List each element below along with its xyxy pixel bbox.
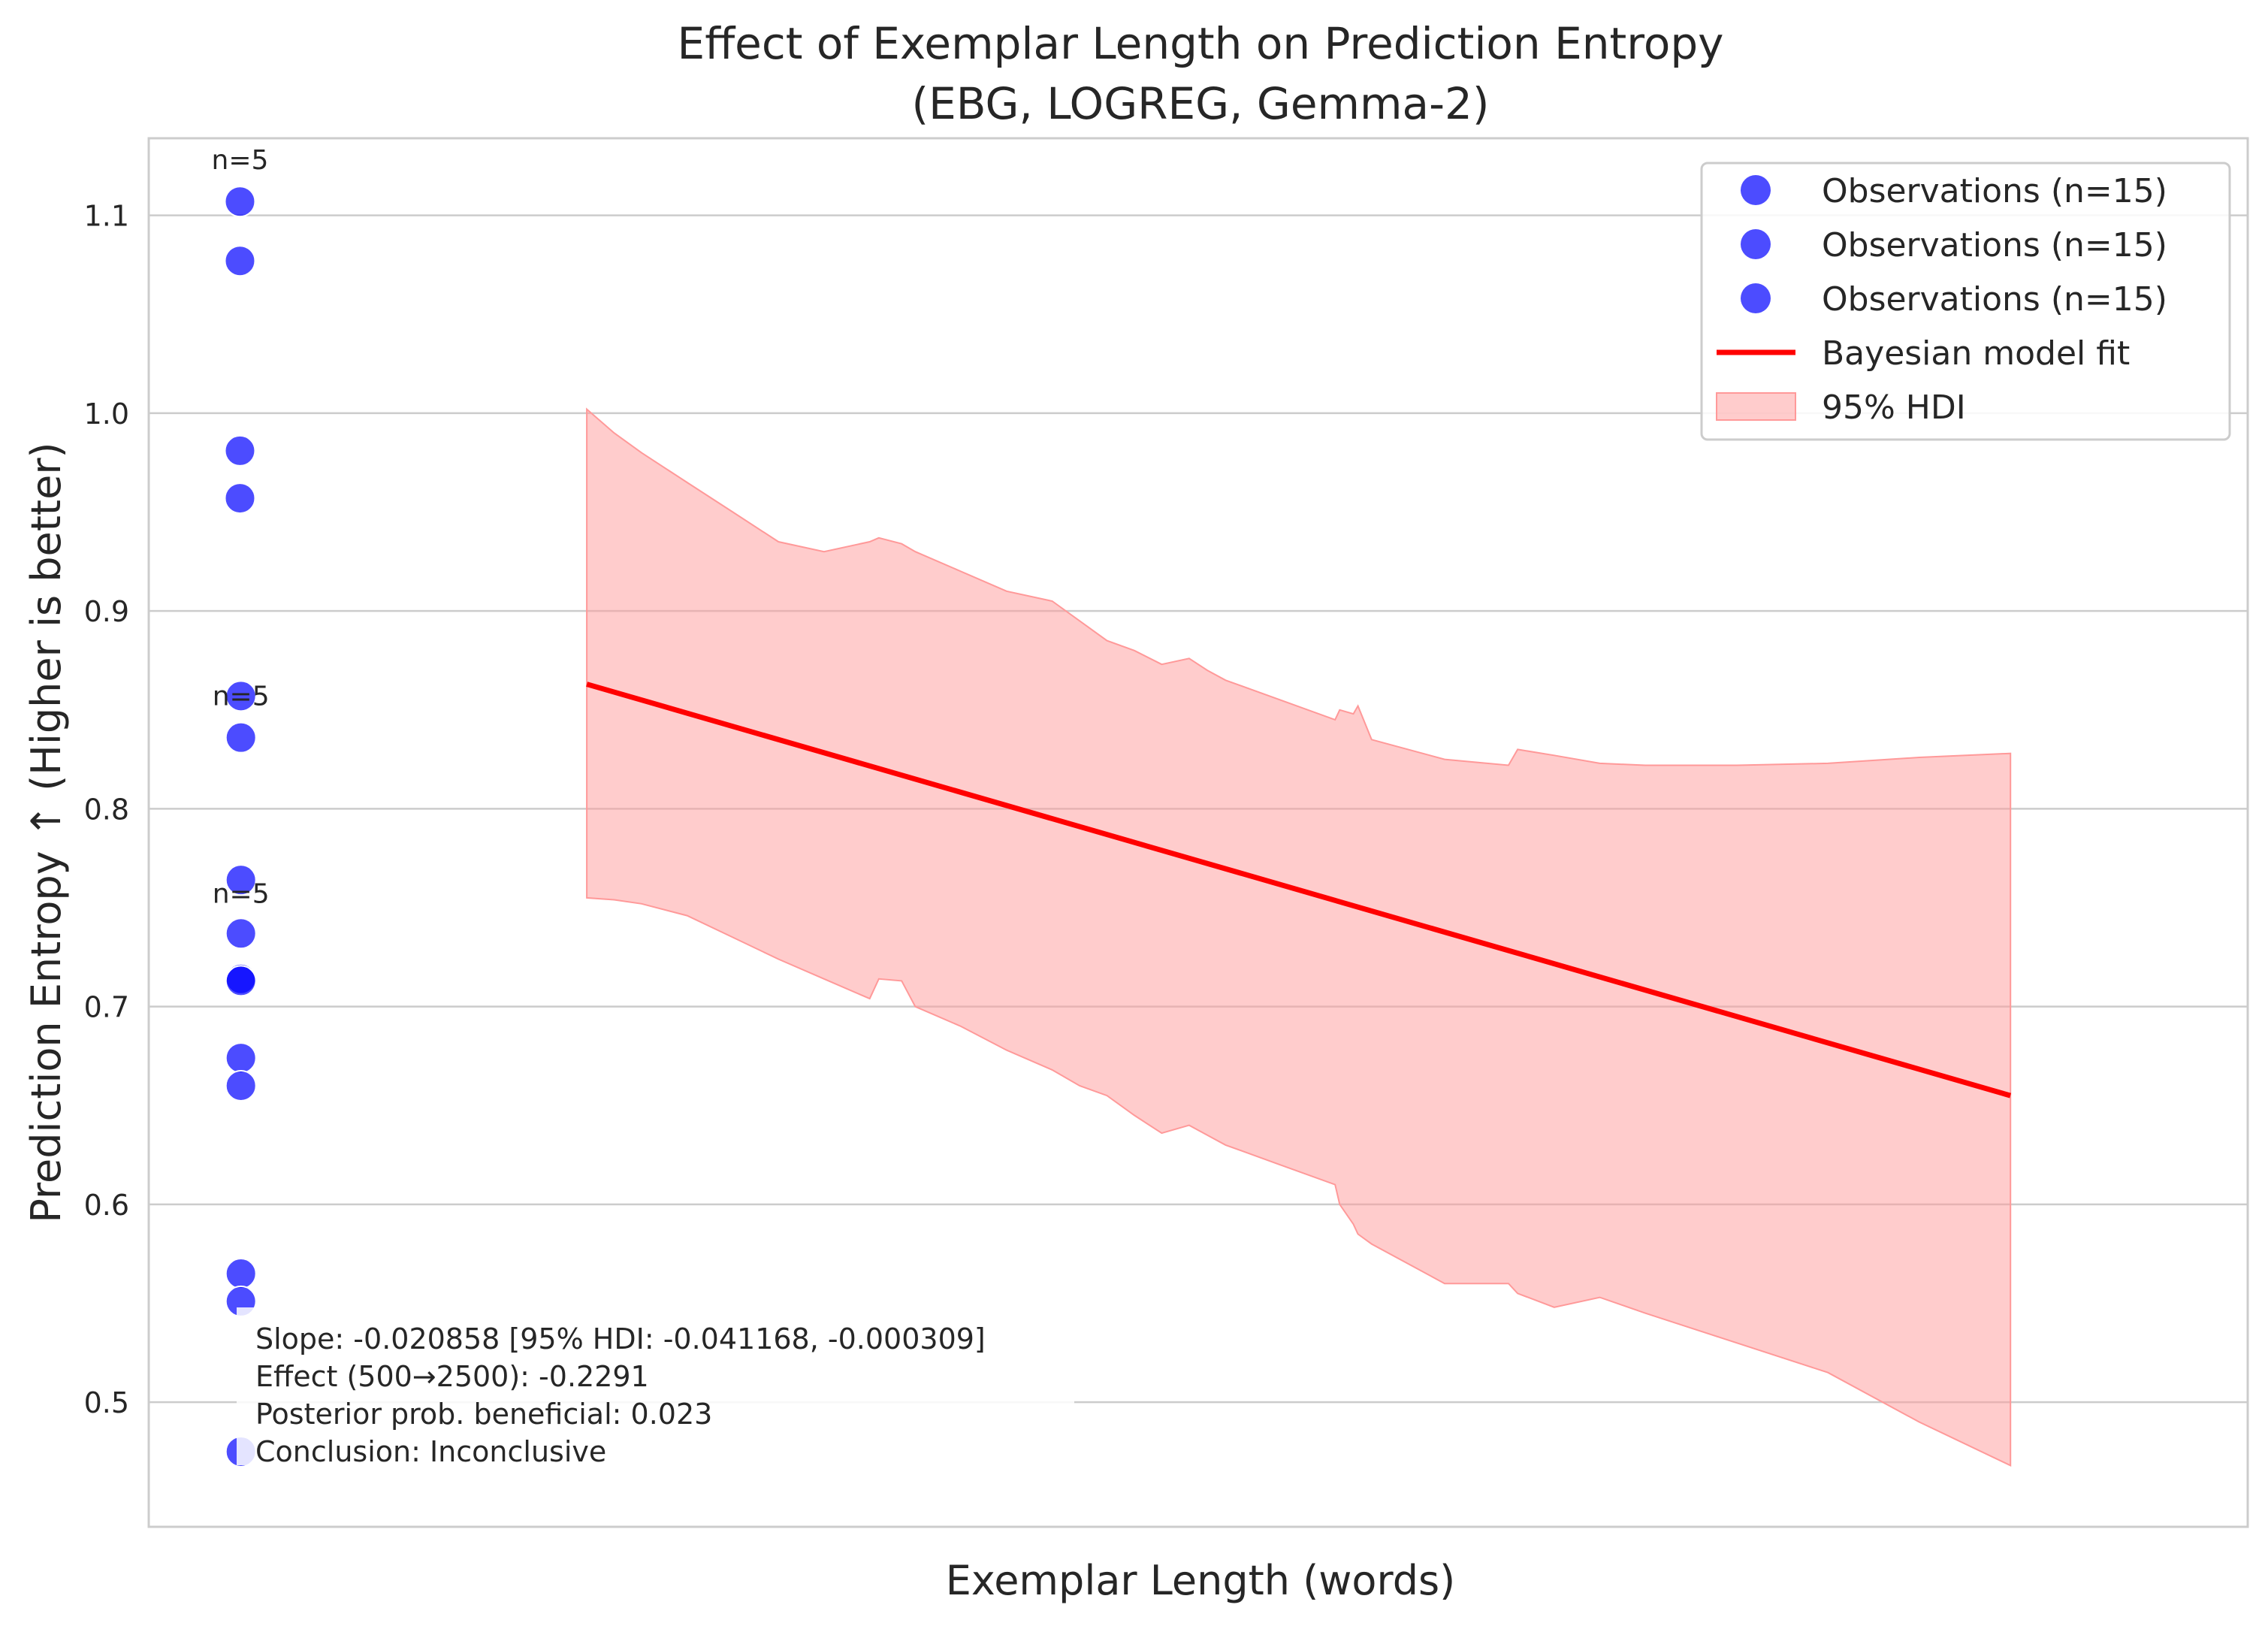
y-tick-label: 0.5 xyxy=(84,1386,129,1419)
group-labels: n=5 n=5 n=5 xyxy=(212,145,270,910)
y-tick-label: 0.8 xyxy=(84,793,129,826)
observation-point xyxy=(225,1042,257,1074)
x-axis-label: Exemplar Length (words) xyxy=(946,1557,1455,1604)
observation-point xyxy=(224,482,256,515)
legend-label: Observations (n=15) xyxy=(1822,172,2167,210)
stats-line: Slope: -0.020858 [95% HDI: -0.041168, -0… xyxy=(255,1322,986,1356)
group-count-label: n=5 xyxy=(212,145,269,176)
legend-marker xyxy=(1741,283,1771,313)
legend-label: Observations (n=15) xyxy=(1822,226,2167,264)
y-tick-label: 0.9 xyxy=(84,595,129,628)
chart-subtitle: (EBG, LOGREG, Gemma-2) xyxy=(911,78,1489,129)
y-tick-label: 1.0 xyxy=(84,397,129,431)
y-tick-labels: 0.5 0.6 0.7 0.8 0.9 1.0 1.1 xyxy=(84,200,129,1419)
observation-point xyxy=(224,434,256,467)
group-count-label: n=5 xyxy=(213,681,270,712)
stats-line: Posterior prob. beneficial: 0.023 xyxy=(255,1398,712,1431)
legend-label: 95% HDI xyxy=(1822,388,1966,427)
legend-patch xyxy=(1716,392,1796,421)
legend: Observations (n=15) Observations (n=15) Ob… xyxy=(1700,162,2231,441)
legend-marker xyxy=(1741,229,1771,259)
observation-point xyxy=(225,965,257,997)
group-count-label: n=5 xyxy=(213,879,270,910)
legend-label: Bayesian model fit xyxy=(1822,334,2130,373)
stats-box xyxy=(237,1307,1074,1465)
stats-line: Conclusion: Inconclusive xyxy=(255,1435,606,1468)
y-tick-label: 1.1 xyxy=(84,200,129,233)
fit-line xyxy=(586,682,2012,1099)
y-axis-label: Prediction Entropy ↑ (Higher is better) xyxy=(23,442,70,1223)
observation-point xyxy=(224,186,256,218)
hdi-layer xyxy=(586,407,2012,1467)
observation-point xyxy=(225,1069,257,1102)
observation-point xyxy=(225,864,257,896)
legend-box xyxy=(1700,162,2231,441)
stats-annotation: Slope: -0.020858 [95% HDI: -0.041168, -0… xyxy=(255,1322,986,1468)
y-tick-label: 0.7 xyxy=(84,991,129,1024)
stats-line: Effect (500→2500): -0.2291 xyxy=(255,1360,649,1393)
hdi-band xyxy=(586,407,2012,1467)
legend-marker xyxy=(1741,175,1771,205)
observation-point xyxy=(224,245,256,277)
legend-label: Observations (n=15) xyxy=(1822,280,2167,319)
observation-point xyxy=(225,917,257,950)
y-tick-label: 0.6 xyxy=(84,1189,129,1222)
fit-layer xyxy=(586,682,2012,1099)
observation-point xyxy=(225,721,257,754)
chart-title: Effect of Exemplar Length on Prediction … xyxy=(678,18,1724,69)
observation-points xyxy=(224,186,257,1467)
observation-point xyxy=(225,1258,257,1290)
plot-frame xyxy=(147,137,2249,1528)
observation-point xyxy=(225,680,257,712)
